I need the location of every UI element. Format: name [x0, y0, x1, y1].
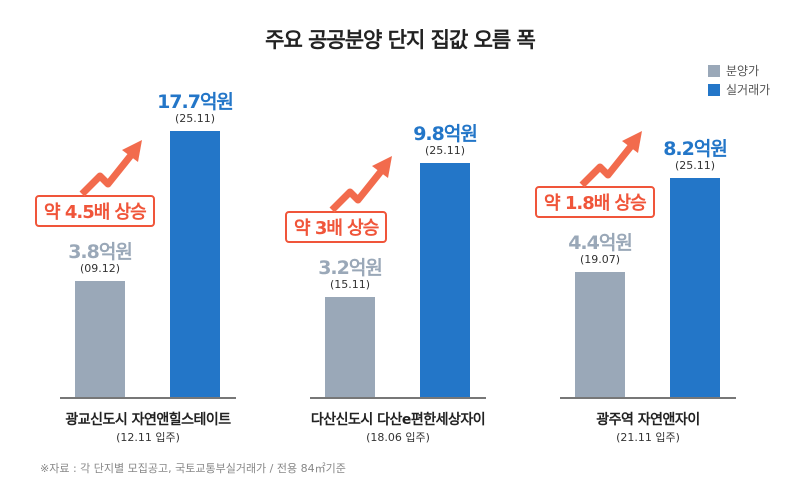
date-label-presale: (15.11): [329, 278, 371, 291]
legend-item-actual: 실거래가: [708, 81, 770, 98]
increase-badge: 약 3배 상승: [285, 211, 388, 243]
date-label-actual: (25.11): [174, 112, 216, 125]
date-label-presale: (19.07): [579, 253, 621, 266]
complex-name: 다산신도시 다산e편한세상자이: [310, 412, 486, 428]
bar-presale: [75, 281, 125, 397]
bar-actual: [670, 178, 720, 397]
bar-actual: [170, 131, 220, 397]
increase-badge: 약 4.5배 상승: [35, 195, 155, 227]
value-label-actual: 8.2억원: [663, 138, 728, 160]
axis-line: [60, 397, 236, 399]
trend-arrow-icon: [78, 138, 148, 202]
axis-line: [310, 397, 486, 399]
complex-name: 광주역 자연앤자이: [596, 412, 700, 428]
date-label-presale: (09.12): [79, 262, 121, 275]
trend-arrow-icon: [578, 129, 648, 193]
legend-label: 실거래가: [726, 83, 771, 97]
value-label-presale: 3.8억원: [68, 241, 133, 263]
legend-swatch: [708, 64, 720, 77]
bar-presale: [325, 297, 375, 397]
legend-label: 분양가: [726, 64, 760, 78]
increase-badge: 약 1.8배 상승: [535, 186, 655, 218]
date-label-actual: (25.11): [674, 159, 716, 172]
value-label-presale: 4.4억원: [568, 232, 633, 254]
chart-title: 주요 공공분양 단지 집값 오름 폭: [265, 28, 536, 52]
trend-arrow-icon: [328, 154, 398, 218]
value-label-actual: 9.8억원: [413, 123, 478, 145]
axis-line: [560, 397, 736, 399]
bar-actual: [420, 163, 470, 397]
complex-name: 광교신도시 자연앤힐스테이트: [65, 412, 231, 428]
value-label-presale: 3.2억원: [318, 257, 383, 279]
bar-presale: [575, 272, 625, 397]
date-label-actual: (25.11): [424, 144, 466, 157]
legend-item-presale: 분양가: [708, 62, 759, 79]
source-note: ※자료 : 각 단지별 모집공고, 국토교통부실거래가 / 전용 84㎡기준: [40, 462, 346, 475]
legend-swatch: [708, 83, 720, 96]
move-in-date: (12.11 입주): [116, 431, 180, 444]
move-in-date: (18.06 입주): [366, 431, 430, 444]
move-in-date: (21.11 입주): [616, 431, 680, 444]
value-label-actual: 17.7억원: [157, 91, 234, 113]
